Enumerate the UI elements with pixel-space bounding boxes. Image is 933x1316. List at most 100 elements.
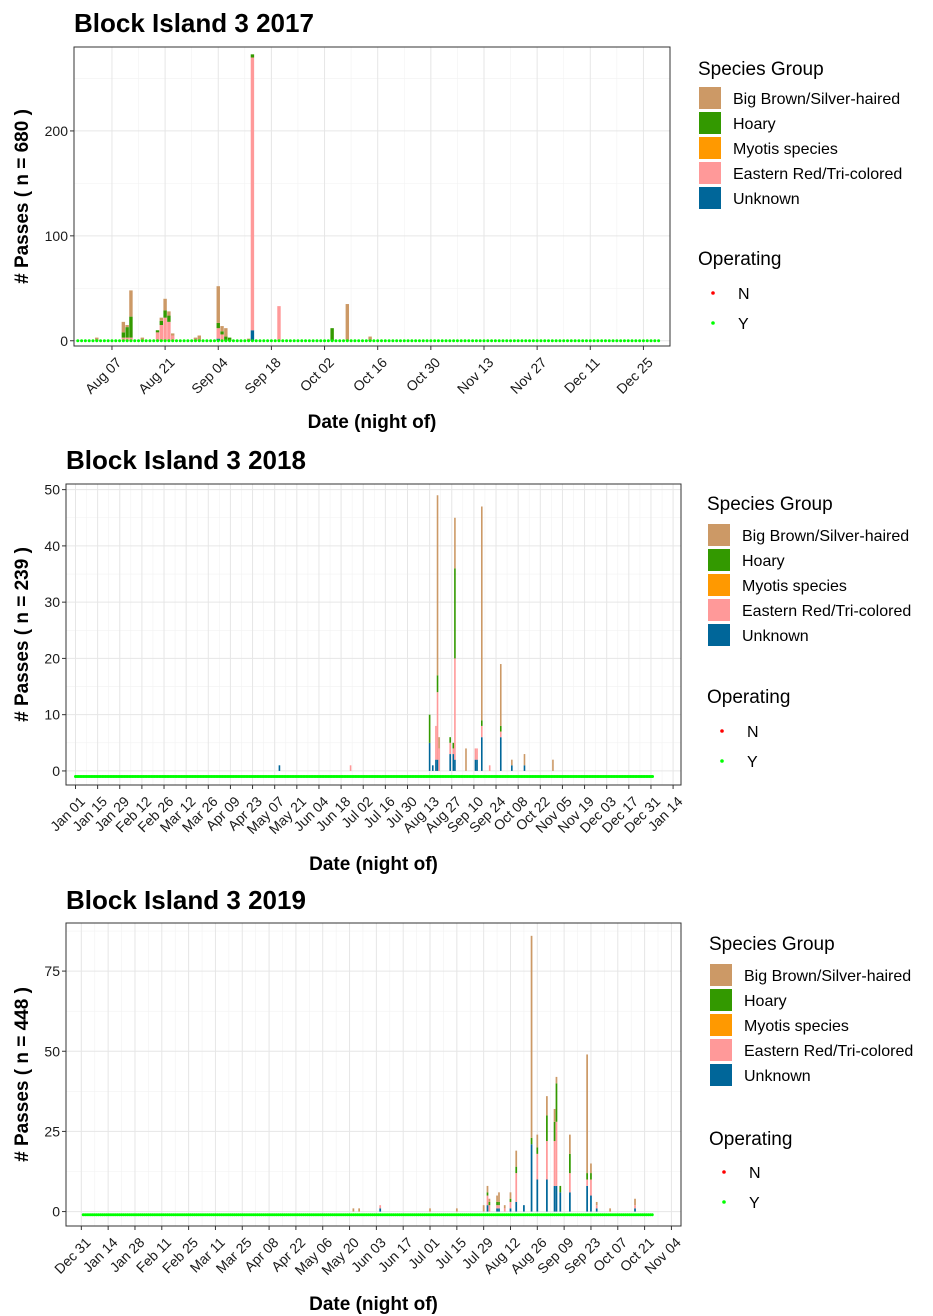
- operating-point: [315, 339, 319, 343]
- operating-point: [262, 339, 266, 343]
- chart-panel-1: 0 100 200 Aug 07 Aug 21 Sep 04 Sep 18 Oct 02 Oct…: [12, 8, 902, 433]
- legend-label: Eastern Red/Tri-colored: [744, 1043, 913, 1060]
- bar-segment: [486, 1192, 489, 1196]
- operating-point: [398, 339, 402, 343]
- legend-label: Y: [749, 1195, 760, 1212]
- legend-species: Species Group Big Brown/Silver-haired Hoar…: [698, 59, 902, 209]
- operating-point: [129, 339, 133, 343]
- bar-segment: [121, 337, 126, 341]
- bar-segment: [488, 765, 491, 771]
- operating-point: [558, 339, 562, 343]
- bar-segment: [216, 322, 220, 329]
- bar-segment: [452, 754, 455, 771]
- legend-point: [720, 759, 724, 763]
- bar-segment: [590, 1195, 592, 1212]
- plot-background: [66, 923, 681, 1226]
- legend-label: Hoary: [742, 553, 785, 570]
- x-tick-label: Aug 21: [135, 354, 178, 397]
- chart-title: Block Island 3 2019: [66, 885, 306, 915]
- bar-segment: [553, 1185, 556, 1212]
- operating-point: [615, 339, 619, 343]
- bar-segment: [358, 1208, 360, 1212]
- operating-point: [650, 1213, 654, 1217]
- legend-point: [722, 1200, 726, 1204]
- x-axis-label: Date (night of): [309, 854, 438, 875]
- operating-point: [239, 339, 243, 343]
- operating-point: [425, 339, 429, 343]
- bar-segment: [482, 1205, 485, 1212]
- operating-point: [596, 339, 600, 343]
- operating-point: [167, 339, 171, 343]
- bar-segment: [569, 1153, 571, 1174]
- operating-point: [383, 339, 387, 343]
- operating-point: [273, 339, 277, 343]
- operating-point: [505, 339, 509, 343]
- bar-segment: [278, 765, 281, 771]
- legend-point: [720, 729, 724, 733]
- bar-segment: [530, 1144, 533, 1212]
- operating-point: [364, 339, 368, 343]
- operating-point: [140, 339, 144, 343]
- bar-segment: [452, 748, 455, 755]
- bar-segment: [509, 1192, 512, 1199]
- bar-segment: [496, 1201, 498, 1206]
- bar-segment: [546, 1096, 548, 1116]
- bar-segment: [515, 1201, 518, 1212]
- operating-point: [455, 339, 459, 343]
- bar-segment: [452, 742, 455, 749]
- y-tick-label: 0: [52, 763, 60, 779]
- bar-segment: [546, 1179, 548, 1212]
- operating-point: [645, 339, 649, 343]
- legend-label: Big Brown/Silver-haired: [744, 968, 911, 985]
- legend-title: Species Group: [707, 494, 833, 515]
- bar-segment: [595, 1201, 598, 1206]
- operating-point: [205, 339, 209, 343]
- operating-point: [102, 339, 106, 343]
- bar-segment: [503, 1205, 506, 1209]
- legend-title: Operating: [709, 1129, 792, 1150]
- operating-point: [547, 339, 551, 343]
- bar-segment: [170, 335, 175, 341]
- operating-point: [573, 339, 577, 343]
- bar-segment: [503, 1208, 506, 1212]
- operating-point: [342, 339, 346, 343]
- bar-segment: [159, 320, 164, 326]
- legend-label: Y: [738, 316, 749, 333]
- operating-point: [288, 339, 292, 343]
- y-tick-label: 10: [44, 707, 60, 723]
- y-tick-label: 200: [45, 123, 69, 139]
- operating-point: [326, 339, 330, 343]
- bar-segment: [496, 1205, 498, 1209]
- bar-segment: [536, 1147, 539, 1154]
- bar-segment: [609, 1208, 611, 1212]
- bar-segment: [95, 337, 99, 341]
- y-tick-label: 50: [44, 1043, 60, 1059]
- legend-operating: Operating NY: [698, 249, 781, 333]
- bar-segment: [553, 1108, 556, 1122]
- bar-segment: [536, 1153, 539, 1180]
- bar-segment: [515, 1150, 518, 1167]
- operating-point: [300, 339, 304, 343]
- legend-label: Myotis species: [744, 1018, 849, 1035]
- bar-segment: [435, 725, 437, 760]
- bar-segment: [428, 714, 431, 743]
- bar-segment: [220, 331, 224, 335]
- bar-segment: [553, 1141, 556, 1186]
- operating-point: [190, 339, 194, 343]
- operating-point: [148, 339, 152, 343]
- legend-swatch: [699, 187, 721, 209]
- bar-segment: [155, 330, 160, 333]
- operating-point: [212, 339, 216, 343]
- y-tick-label: 20: [44, 650, 60, 666]
- legend-label: Unknown: [742, 628, 809, 645]
- operating-point: [584, 339, 588, 343]
- operating-point: [178, 339, 182, 343]
- bar-segment: [121, 321, 126, 333]
- legend-species: Species Group Big Brown/Silver-haired Hoar…: [709, 934, 913, 1086]
- operating-point: [216, 339, 220, 343]
- bar-segment: [129, 316, 133, 338]
- operating-point: [448, 339, 452, 343]
- operating-point: [433, 339, 437, 343]
- operating-point: [197, 339, 201, 343]
- bar-segment: [449, 742, 451, 755]
